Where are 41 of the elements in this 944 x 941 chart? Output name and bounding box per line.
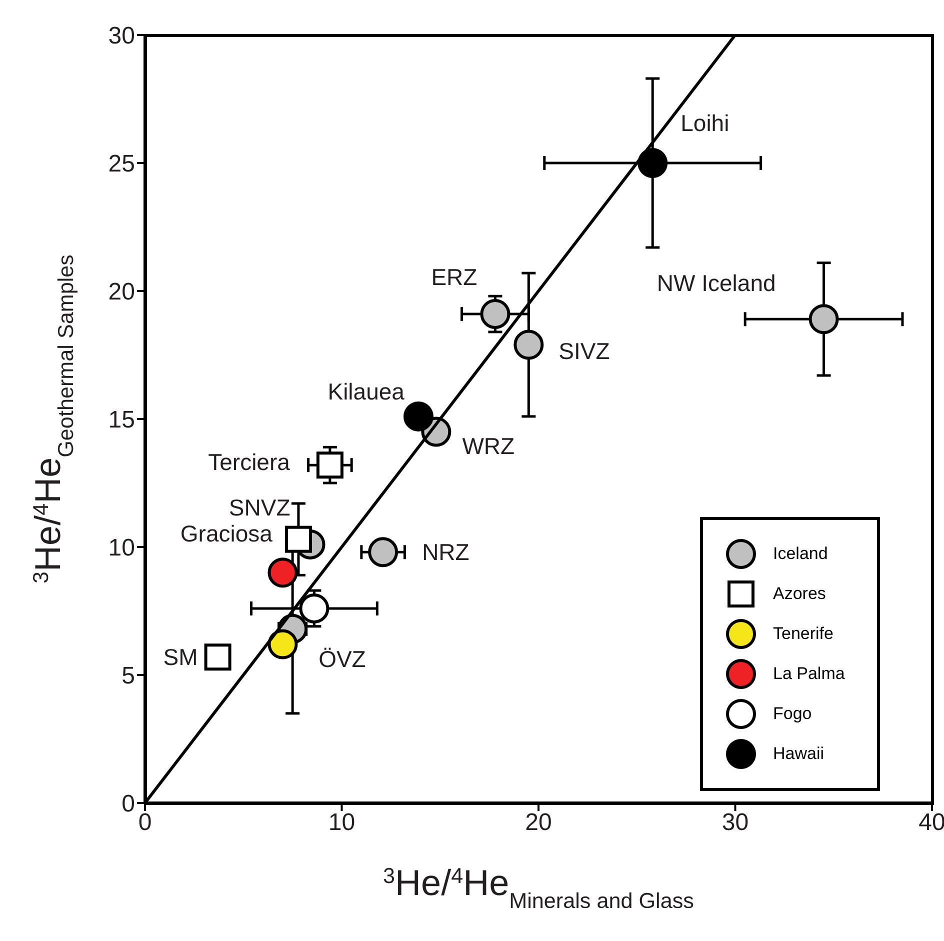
point: [268, 629, 298, 660]
annotation: ERZ: [431, 264, 478, 290]
annotation: NRZ: [422, 539, 470, 566]
y-tick-label: 5: [122, 662, 135, 690]
annotation: WRZ: [462, 432, 515, 459]
point: [368, 537, 398, 568]
point: [204, 644, 232, 671]
annotation: ÖVZ: [318, 646, 366, 672]
legend-label: Hawaii: [773, 744, 824, 764]
annotation: Loihi: [680, 110, 730, 136]
annotation: SM: [163, 644, 198, 670]
y-tick-label: 0: [122, 790, 135, 818]
legend-label: Iceland: [773, 544, 828, 564]
legend-label: Azores: [773, 584, 826, 604]
annotation: SIVZ: [558, 338, 610, 364]
point: [638, 148, 668, 178]
x-tick-label: 10: [328, 809, 356, 836]
point: [316, 452, 344, 479]
annotation: Graciosa: [180, 520, 273, 546]
point: [284, 526, 312, 553]
point: [514, 330, 544, 360]
annotation: Terciera: [208, 449, 290, 476]
y-tick-label: 10: [108, 534, 135, 562]
point: [299, 593, 330, 624]
point: [480, 299, 510, 330]
annotation: SNVZ: [228, 494, 290, 520]
x-tick-label: 20: [525, 809, 552, 836]
y-tick-label: 20: [108, 278, 135, 306]
annotation: Kilauea: [328, 378, 405, 404]
point: [268, 558, 298, 588]
x-tick-label: 30: [722, 809, 749, 836]
point: [403, 401, 434, 432]
legend-label: La Palma: [773, 664, 845, 684]
legend-label: Tenerife: [773, 624, 834, 644]
y-tick-label: 15: [108, 406, 135, 434]
y-tick-label: 30: [108, 22, 135, 50]
point: [808, 304, 839, 334]
annotation: NW Iceland: [656, 270, 776, 296]
x-axis-title: $^{3}$He/$^{4}$He$_{Minerals and Glass}$: [383, 862, 694, 912]
y-tick-label: 25: [108, 150, 135, 178]
legend-label: Fogo: [773, 704, 812, 724]
